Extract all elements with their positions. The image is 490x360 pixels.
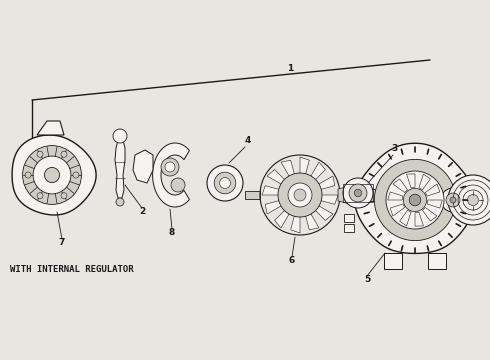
Circle shape: [23, 145, 81, 204]
Circle shape: [61, 193, 67, 199]
Circle shape: [116, 198, 124, 206]
Circle shape: [354, 189, 362, 197]
Polygon shape: [300, 157, 309, 184]
Circle shape: [450, 197, 456, 203]
Circle shape: [278, 173, 322, 217]
Polygon shape: [265, 198, 290, 214]
Circle shape: [165, 162, 175, 172]
Circle shape: [207, 165, 243, 201]
Circle shape: [25, 172, 31, 178]
Polygon shape: [308, 201, 333, 220]
Polygon shape: [152, 143, 190, 207]
Circle shape: [467, 194, 479, 206]
Circle shape: [61, 151, 67, 157]
Polygon shape: [262, 186, 289, 195]
Polygon shape: [311, 195, 338, 204]
Polygon shape: [133, 150, 153, 183]
Polygon shape: [310, 176, 335, 192]
Polygon shape: [281, 160, 297, 185]
Circle shape: [448, 175, 490, 225]
Circle shape: [386, 171, 444, 229]
Text: 6: 6: [289, 256, 295, 265]
Polygon shape: [338, 186, 350, 204]
Circle shape: [171, 178, 185, 192]
Text: 5: 5: [364, 275, 370, 284]
FancyBboxPatch shape: [384, 253, 402, 269]
Circle shape: [37, 151, 43, 157]
Circle shape: [403, 188, 427, 212]
Text: 7: 7: [59, 238, 65, 247]
FancyBboxPatch shape: [340, 189, 390, 201]
Circle shape: [220, 177, 230, 188]
Circle shape: [343, 178, 373, 208]
Circle shape: [288, 183, 312, 207]
Circle shape: [441, 188, 465, 212]
Circle shape: [161, 158, 179, 176]
FancyBboxPatch shape: [344, 224, 354, 232]
Circle shape: [45, 167, 60, 183]
FancyBboxPatch shape: [344, 214, 354, 222]
Text: 8: 8: [169, 228, 175, 237]
Polygon shape: [274, 203, 294, 228]
Text: 3: 3: [392, 144, 398, 153]
Polygon shape: [115, 140, 125, 198]
Polygon shape: [355, 143, 475, 253]
Polygon shape: [12, 135, 96, 215]
Circle shape: [294, 189, 306, 201]
Text: 1: 1: [287, 63, 293, 72]
Polygon shape: [303, 205, 319, 230]
Polygon shape: [291, 206, 300, 233]
Text: 2: 2: [139, 207, 145, 216]
Circle shape: [349, 184, 367, 202]
Polygon shape: [306, 162, 325, 187]
FancyBboxPatch shape: [428, 253, 446, 269]
Text: WITH INTERNAL REGULATOR: WITH INTERNAL REGULATOR: [10, 266, 134, 274]
Circle shape: [73, 172, 79, 178]
Circle shape: [113, 129, 127, 143]
Circle shape: [446, 193, 460, 207]
Circle shape: [37, 193, 43, 199]
Circle shape: [33, 156, 71, 194]
Circle shape: [214, 172, 236, 194]
Circle shape: [409, 194, 421, 206]
FancyBboxPatch shape: [245, 191, 260, 199]
Polygon shape: [267, 170, 292, 189]
Text: 4: 4: [245, 136, 251, 145]
Polygon shape: [37, 121, 64, 135]
Circle shape: [374, 159, 456, 240]
